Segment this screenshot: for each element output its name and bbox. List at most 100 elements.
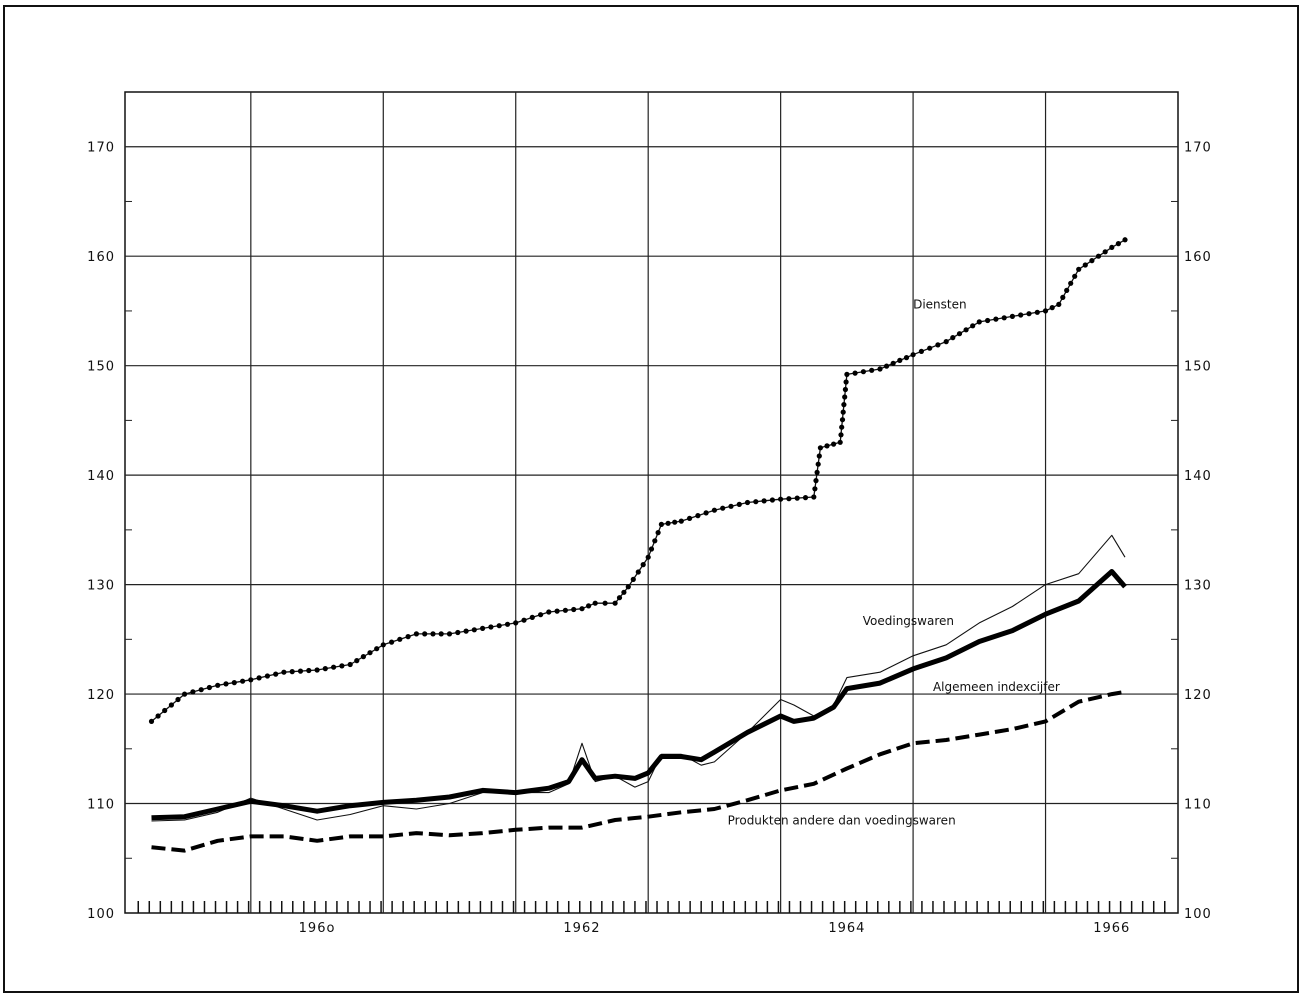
- x-tick-label: 196ο: [299, 921, 336, 936]
- data-point-diensten: [1068, 280, 1074, 286]
- data-point-diensten: [389, 639, 395, 645]
- data-point-diensten: [630, 576, 636, 583]
- data-point-diensten: [190, 689, 196, 695]
- data-point-diensten: [970, 323, 976, 329]
- data-point-diensten: [155, 713, 161, 719]
- data-point-diensten: [463, 628, 469, 634]
- data-point-diensten: [360, 654, 366, 660]
- data-point-diensten: [645, 554, 651, 560]
- data-point-diensten: [331, 664, 337, 670]
- data-point-diensten: [695, 513, 701, 519]
- data-point-diensten: [586, 603, 592, 609]
- data-point-diensten: [976, 319, 982, 325]
- data-point-diensten: [354, 658, 360, 664]
- data-point-diensten: [1034, 309, 1040, 315]
- data-point-diensten: [950, 335, 956, 341]
- data-point-diensten: [655, 530, 661, 536]
- y-tick-label-left: 120: [87, 688, 115, 703]
- data-point-diensten: [842, 394, 848, 400]
- data-point-diensten: [206, 684, 212, 691]
- data-point-diensten: [148, 718, 155, 725]
- data-point-diensten: [802, 495, 809, 501]
- data-point-diensten: [844, 371, 850, 377]
- data-point-diensten: [438, 631, 444, 637]
- data-point-diensten: [592, 600, 598, 606]
- data-point-diensten: [635, 569, 641, 575]
- data-point-diensten: [521, 617, 527, 623]
- data-point-diensten: [571, 606, 577, 613]
- data-point-diensten: [703, 510, 709, 516]
- data-point-diensten: [1060, 294, 1066, 300]
- data-point-diensten: [839, 417, 846, 423]
- data-point-diensten: [273, 671, 279, 677]
- data-point-diensten: [1095, 253, 1102, 259]
- data-point-diensten: [240, 678, 246, 684]
- data-point-diensten: [761, 498, 767, 504]
- data-point-diensten: [1102, 249, 1108, 255]
- data-point-diensten: [496, 623, 502, 629]
- data-point-diensten: [918, 348, 925, 354]
- data-point-diensten: [281, 669, 287, 675]
- data-point-diensten: [198, 687, 204, 693]
- series-label: Produkten andere dan voedingswaren: [728, 813, 956, 827]
- data-point-diensten: [471, 627, 477, 633]
- data-point-diensten: [231, 680, 237, 686]
- data-point-diensten: [504, 621, 511, 627]
- data-point-diensten: [824, 443, 830, 449]
- data-point-diensten: [554, 608, 560, 614]
- data-point-diensten: [306, 667, 312, 674]
- data-point-diensten: [297, 668, 304, 674]
- data-point-diensten: [831, 441, 837, 447]
- data-point-diensten: [687, 515, 693, 522]
- data-point-diensten: [837, 439, 843, 445]
- y-tick-label-right: 170: [1184, 141, 1212, 156]
- data-point-diensten: [256, 675, 262, 681]
- data-point-diensten: [1115, 241, 1121, 247]
- y-tick-label-right: 100: [1184, 907, 1212, 922]
- y-tick-label-left: 100: [87, 907, 115, 922]
- data-point-diensten: [843, 379, 849, 385]
- data-point-diensten: [347, 661, 353, 668]
- data-point-diensten: [728, 503, 734, 509]
- data-point-diensten: [538, 612, 544, 618]
- data-point-diensten: [405, 634, 411, 640]
- data-point-diensten: [1042, 308, 1049, 314]
- data-point-diensten: [546, 609, 552, 615]
- y-tick-label-left: 160: [87, 250, 115, 265]
- data-point-diensten: [168, 702, 174, 708]
- data-point-diensten: [289, 669, 295, 675]
- series-label: Algemeen indexcijfer: [933, 680, 1060, 694]
- y-tick-label-left: 150: [87, 360, 115, 375]
- data-point-diensten: [903, 355, 910, 361]
- data-point-diensten: [711, 507, 718, 513]
- data-point-diensten: [248, 677, 254, 683]
- y-tick-label-right: 130: [1184, 579, 1212, 594]
- data-point-diensten: [852, 370, 858, 376]
- data-point-diensten: [562, 607, 569, 613]
- data-point-diensten: [175, 696, 181, 703]
- data-point-diensten: [488, 624, 494, 630]
- data-point-diensten: [985, 317, 991, 324]
- data-point-diensten: [769, 497, 776, 503]
- data-point-diensten: [890, 360, 896, 366]
- series-line-algemeen-indexcijfer: [151, 569, 1127, 821]
- data-point-diensten: [678, 518, 684, 524]
- data-point-diensten: [935, 342, 941, 348]
- data-point-diensten: [817, 445, 824, 451]
- data-point-diensten: [869, 367, 875, 373]
- data-point-diensten: [910, 352, 916, 358]
- data-point-diensten: [814, 469, 820, 475]
- data-point-diensten: [816, 453, 822, 459]
- data-point-diensten: [778, 496, 784, 502]
- data-point-diensten: [840, 409, 846, 415]
- data-point-diensten: [602, 600, 608, 606]
- data-point-diensten: [956, 331, 963, 337]
- data-point-diensten: [1049, 305, 1055, 311]
- data-point-diensten: [753, 499, 759, 505]
- series-line-diensten: [151, 239, 1126, 722]
- series-label: Diensten: [913, 298, 967, 312]
- data-point-diensten: [652, 538, 658, 544]
- data-point-diensten: [322, 666, 328, 672]
- data-point-diensten: [162, 707, 168, 714]
